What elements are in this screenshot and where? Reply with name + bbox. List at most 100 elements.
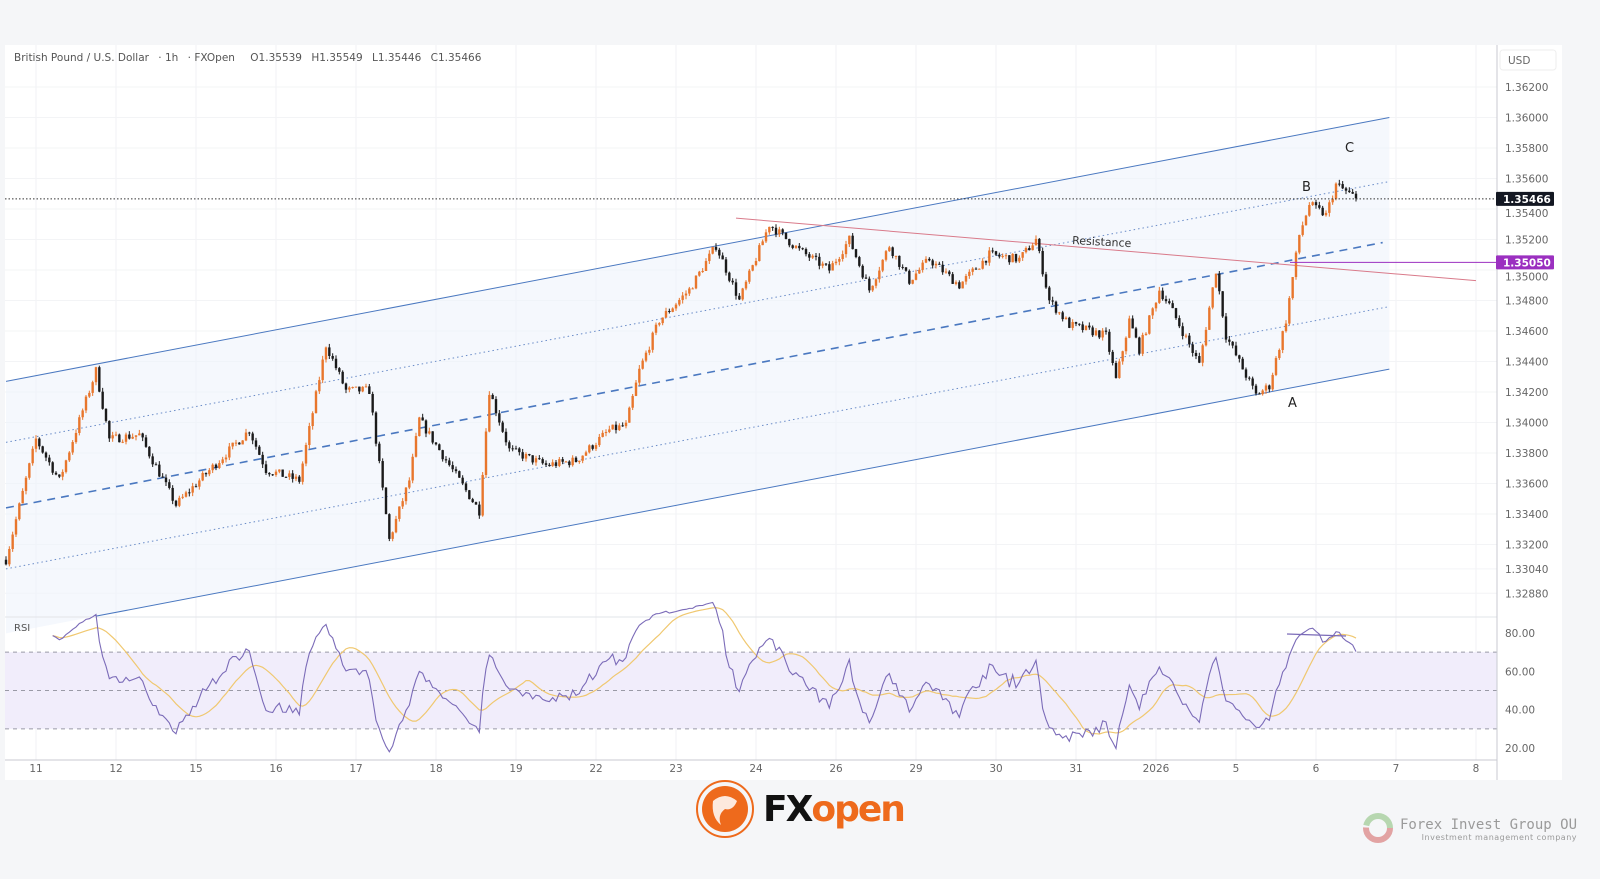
candle <box>448 457 451 467</box>
time-tick: 8 <box>1473 763 1480 775</box>
candle-body <box>171 487 174 501</box>
candle <box>341 370 344 385</box>
candle <box>1284 320 1288 333</box>
candle <box>814 252 818 261</box>
candle-body <box>1124 337 1128 352</box>
candle-body <box>541 459 544 464</box>
candle-body <box>1034 238 1038 246</box>
candle-body <box>1198 356 1201 363</box>
candle-body <box>188 492 191 494</box>
candle <box>638 365 641 386</box>
candle-body <box>304 445 308 464</box>
candle-body <box>101 391 104 409</box>
candle <box>261 451 264 469</box>
candle-body <box>421 417 424 421</box>
candle <box>561 456 564 465</box>
candle <box>818 253 821 270</box>
candle-body <box>1241 358 1244 370</box>
candle-body <box>211 464 214 471</box>
candle-body <box>734 282 738 296</box>
candle-body <box>168 482 171 488</box>
candle-body <box>181 496 184 498</box>
candle <box>544 460 548 467</box>
candle <box>1091 325 1094 337</box>
candle-body <box>721 255 724 260</box>
candle-body <box>778 229 781 235</box>
interval[interactable]: 1h <box>164 52 179 64</box>
candle-body <box>44 452 48 458</box>
candle-body <box>904 267 908 271</box>
candle <box>314 389 318 414</box>
candle <box>1134 326 1138 339</box>
candle-body <box>831 263 834 271</box>
candle <box>524 452 528 462</box>
candle <box>178 495 181 508</box>
candle <box>564 460 568 463</box>
candle-body <box>1014 253 1018 262</box>
candle <box>44 451 48 462</box>
candle <box>648 346 651 356</box>
candle-body <box>564 461 568 463</box>
candle <box>804 247 808 257</box>
candle <box>1228 335 1231 346</box>
candle <box>1338 179 1341 187</box>
candle <box>701 268 704 273</box>
candle <box>48 454 51 466</box>
candle-body <box>531 455 534 463</box>
candle <box>1161 287 1164 301</box>
candle-body <box>1214 273 1218 288</box>
candle-body <box>941 264 944 273</box>
candle-body <box>378 443 381 462</box>
price-tick: 1.33800 <box>1505 448 1548 460</box>
candle-body <box>818 256 821 266</box>
candle-body <box>344 383 348 390</box>
candle-body <box>1344 188 1348 191</box>
candle <box>501 420 504 433</box>
candle-body <box>684 293 688 296</box>
candle <box>878 266 881 283</box>
candle <box>1114 360 1118 379</box>
candle-body <box>961 281 964 289</box>
candle-body <box>568 461 571 466</box>
candle <box>244 428 248 442</box>
candle <box>264 460 268 475</box>
candle-body <box>28 463 31 478</box>
candle <box>1111 349 1114 366</box>
candle-body <box>174 500 178 506</box>
candle-body <box>1058 312 1061 314</box>
candle <box>304 442 308 467</box>
candle-body <box>784 232 788 239</box>
candle <box>934 261 938 269</box>
candle-body <box>1321 207 1324 216</box>
time-tick: 29 <box>909 763 922 775</box>
channel-inner-upper-line <box>5 181 1390 443</box>
candle <box>164 474 168 486</box>
candle <box>284 476 288 478</box>
candle-body <box>4 559 8 565</box>
candle <box>8 546 11 567</box>
candle-body <box>1168 301 1171 304</box>
candle-body <box>914 273 918 280</box>
watermark: Forex Invest Group OU Investment managem… <box>1362 812 1577 844</box>
candle <box>84 395 88 414</box>
candle-body <box>788 238 791 246</box>
candle-body <box>611 424 614 430</box>
candle <box>674 302 678 311</box>
candle <box>761 239 764 246</box>
candle-body <box>11 534 14 550</box>
candle-body <box>234 442 238 444</box>
candle-body <box>894 255 898 257</box>
candle-body <box>1331 198 1334 203</box>
candle <box>961 281 964 289</box>
candle <box>844 240 848 258</box>
candle <box>221 456 224 465</box>
time-tick: 12 <box>109 763 122 775</box>
candle <box>984 260 988 266</box>
candle-body <box>1074 322 1078 324</box>
candle <box>541 457 544 465</box>
candle <box>998 252 1001 259</box>
candle-body <box>1201 345 1204 363</box>
candle <box>28 462 31 480</box>
candle-body <box>1144 333 1148 335</box>
